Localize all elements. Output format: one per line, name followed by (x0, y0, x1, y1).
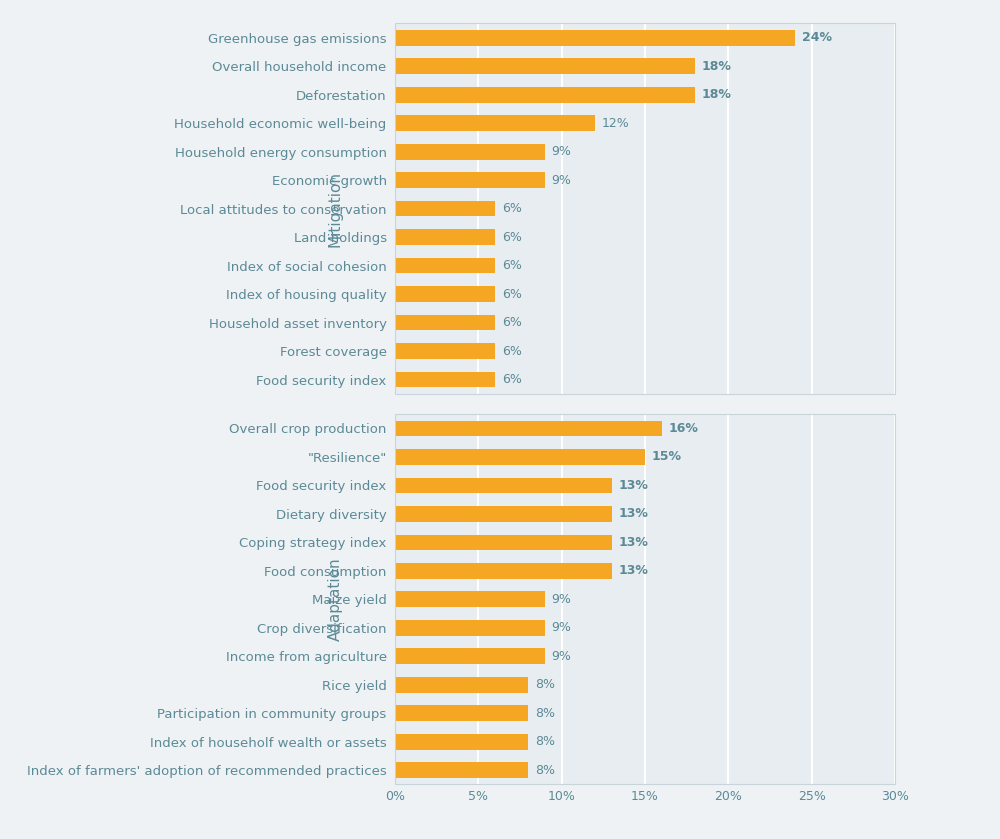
Text: 6%: 6% (502, 373, 522, 386)
Bar (395, 229, 495, 245)
Bar (395, 563, 612, 579)
Bar (395, 620, 545, 636)
Text: 18%: 18% (702, 60, 732, 73)
Bar (395, 649, 545, 664)
Text: Adaptation: Adaptation (328, 557, 342, 641)
Text: 6%: 6% (502, 231, 522, 243)
Bar (395, 201, 495, 216)
Bar (395, 506, 612, 522)
Text: 9%: 9% (552, 174, 572, 186)
Bar (395, 449, 645, 465)
Text: 6%: 6% (502, 259, 522, 272)
Text: 9%: 9% (552, 649, 572, 663)
Bar (395, 343, 495, 359)
Bar (395, 87, 695, 102)
Text: 13%: 13% (618, 508, 648, 520)
Bar (395, 143, 545, 159)
Bar (395, 372, 495, 388)
Text: 8%: 8% (535, 763, 555, 777)
Bar (395, 420, 662, 436)
Bar (395, 534, 612, 550)
Bar (395, 591, 545, 607)
Text: 8%: 8% (535, 735, 555, 748)
Bar (395, 115, 595, 131)
Text: Mitigation: Mitigation (328, 170, 342, 247)
Bar (395, 315, 495, 331)
Text: 18%: 18% (702, 88, 732, 102)
Text: 9%: 9% (552, 145, 572, 159)
Bar (395, 59, 695, 74)
Text: 13%: 13% (618, 479, 648, 492)
Bar (395, 677, 528, 693)
Text: 6%: 6% (502, 202, 522, 215)
Bar (395, 763, 528, 778)
Bar (395, 706, 528, 721)
Text: 24%: 24% (802, 31, 832, 44)
Text: 6%: 6% (502, 316, 522, 329)
Bar (395, 172, 545, 188)
Text: 6%: 6% (502, 288, 522, 300)
Text: 8%: 8% (535, 678, 555, 691)
Text: 12%: 12% (602, 117, 629, 130)
Bar (395, 477, 612, 493)
Bar (395, 734, 528, 749)
Bar (395, 258, 495, 274)
Text: 6%: 6% (502, 345, 522, 357)
Text: 13%: 13% (618, 536, 648, 549)
Text: 9%: 9% (552, 593, 572, 606)
Text: 8%: 8% (535, 706, 555, 720)
Text: 15%: 15% (652, 451, 682, 463)
Text: 9%: 9% (552, 622, 572, 634)
Bar (395, 30, 795, 45)
Text: 16%: 16% (668, 422, 698, 435)
Text: 13%: 13% (618, 565, 648, 577)
Bar (395, 286, 495, 302)
